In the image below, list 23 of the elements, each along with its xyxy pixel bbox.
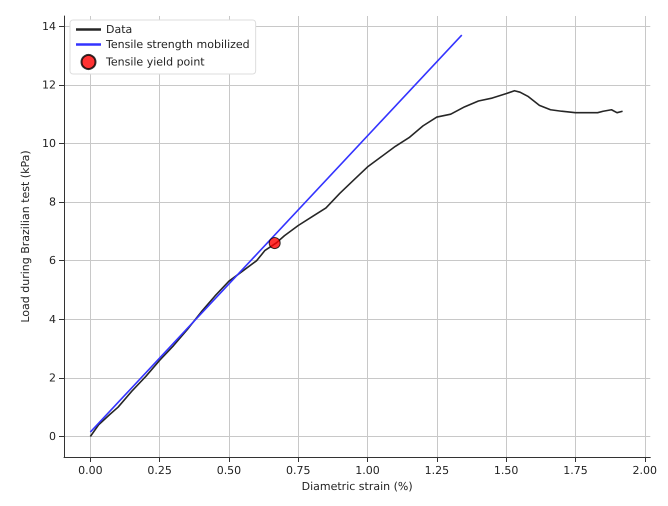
legend-label: Data xyxy=(106,23,132,36)
legend-label: Tensile yield point xyxy=(105,56,206,68)
x-tick-label: 0.00 xyxy=(78,464,103,477)
x-tick-label: 1.25 xyxy=(424,464,450,477)
x-tick-label: 1.75 xyxy=(563,464,588,477)
line-series xyxy=(90,90,624,438)
x-tick-label: 0.75 xyxy=(286,464,310,477)
y-tick-label: 2 xyxy=(49,371,56,384)
legend-label: Tensile strength mobilized xyxy=(105,38,250,51)
y-tick-label: 12 xyxy=(42,78,56,92)
y-axis-title: Load during Brazilian test (kPa) xyxy=(19,150,32,323)
y-tick-label: 14 xyxy=(42,20,56,33)
x-tick-label: 1.00 xyxy=(355,464,380,477)
x-tick-label: 0.25 xyxy=(147,464,172,477)
y-tick-label: 10 xyxy=(42,136,56,150)
y-tick-label: 4 xyxy=(49,312,56,326)
y-tick-label: 8 xyxy=(49,196,56,209)
x-tick-label: 0.50 xyxy=(216,464,242,477)
x-tick-label: 2.00 xyxy=(632,464,658,477)
y-tick-label: 6 xyxy=(49,254,56,268)
x-axis-title: Diametric strain (%) xyxy=(302,480,413,493)
x-tick-label: 1.50 xyxy=(494,464,518,477)
y-tick-label: 0 xyxy=(49,430,56,443)
